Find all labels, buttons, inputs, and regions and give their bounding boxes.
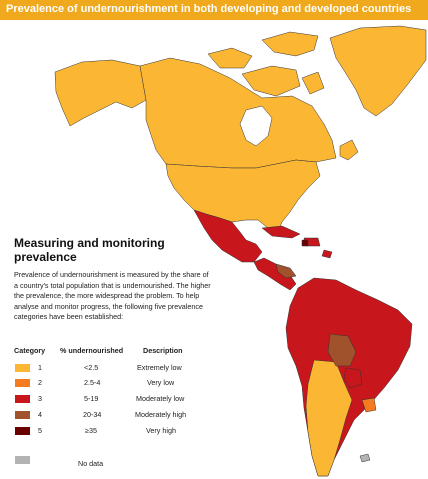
cuba	[261, 225, 301, 239]
legend-description: Moderately high	[135, 410, 187, 419]
legend-description: Extremely low	[137, 363, 182, 372]
legend-header-category: Category	[14, 346, 46, 355]
legend-swatch	[15, 427, 30, 435]
caribbean-islands	[321, 249, 333, 259]
legend-percent: 20-34	[83, 410, 102, 419]
alaska	[54, 59, 147, 127]
legend-description: Very high	[146, 426, 176, 435]
bolivia	[327, 333, 357, 367]
central-america	[253, 257, 297, 291]
greenland	[329, 25, 427, 117]
legend-percent: 2.5-4	[84, 378, 101, 387]
info-panel: Measuring and monitoring prevalence Prev…	[14, 236, 214, 323]
panel-heading: Measuring and monitoring prevalence	[14, 236, 165, 264]
falklands	[359, 453, 371, 463]
legend-percent: 5-19	[84, 394, 99, 403]
legend-swatch	[15, 364, 30, 372]
legend-swatch	[15, 456, 30, 464]
united-states	[165, 159, 321, 237]
uruguay	[361, 397, 377, 413]
americas-map	[54, 25, 427, 477]
legend-category: 1	[38, 363, 42, 372]
legend-category: 2	[38, 378, 42, 387]
legend-category: 5	[38, 426, 42, 435]
arctic-island	[301, 71, 325, 95]
arctic-island	[241, 65, 301, 97]
legend-swatch	[15, 411, 30, 419]
legend-percent: ≥35	[85, 426, 97, 435]
legend-percent: <2.5	[84, 363, 99, 372]
legend-category: 3	[38, 394, 42, 403]
legend-swatch	[15, 395, 30, 403]
southern-cone	[305, 359, 353, 477]
legend-description: Moderately low	[136, 394, 185, 403]
newfoundland	[339, 139, 359, 161]
canada	[139, 57, 337, 169]
legend-category: 4	[38, 410, 42, 419]
map-title: Prevalence of undernourishment in both d…	[6, 3, 412, 15]
paraguay	[343, 367, 363, 389]
panel-body: Prevalence of undernourishment is measur…	[14, 270, 211, 322]
hudson-bay	[239, 105, 273, 147]
mexico	[193, 209, 263, 263]
legend-header-description: Description	[143, 346, 183, 355]
arctic-island	[261, 31, 319, 57]
title-bar: Prevalence of undernourishment in both d…	[0, 0, 428, 20]
haiti	[301, 239, 309, 247]
central-america-high	[275, 263, 297, 279]
arctic-island	[207, 47, 253, 69]
legend-swatch	[15, 379, 30, 387]
legend-description: Very low	[147, 378, 175, 387]
legend-nodata-label: No data	[78, 459, 104, 468]
legend-header-percent: % undernourished	[60, 346, 124, 355]
